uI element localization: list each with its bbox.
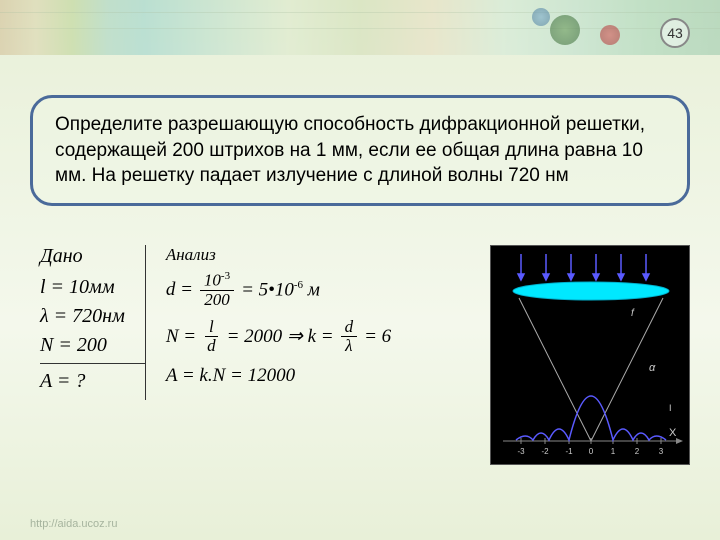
- eq-lhs: d =: [166, 279, 193, 301]
- decor-circle: [532, 8, 550, 26]
- svg-text:3: 3: [659, 447, 664, 456]
- svg-text:2: 2: [635, 447, 640, 456]
- incoming-rays: [518, 254, 649, 280]
- denominator: d: [203, 337, 220, 355]
- decor-circle: [600, 25, 620, 45]
- page-number-badge: 43: [660, 18, 690, 48]
- given-separator: [40, 363, 145, 364]
- given-lambda: λ = 720нм: [40, 305, 125, 328]
- eq-lhs: N =: [166, 326, 196, 348]
- diagram-label-alpha: α: [649, 362, 656, 374]
- fraction: l d: [203, 318, 220, 355]
- converging-rays: [519, 298, 663, 441]
- eq-rhs: = 6: [364, 326, 391, 348]
- given-question: A = ?: [40, 370, 125, 393]
- equation-a: A = k.N = 12000: [166, 365, 391, 387]
- fraction: 10-3 200: [200, 271, 234, 308]
- diffraction-diagram: f α X -3 -2 -1 0 1 2 3 I: [490, 245, 690, 465]
- problem-text: Определите разрешающую способность дифра…: [55, 112, 665, 189]
- svg-text:-1: -1: [565, 447, 573, 456]
- given-title: Дано: [40, 245, 125, 268]
- given-l: l = 10мм: [40, 276, 125, 299]
- solution-area: Дано l = 10мм λ = 720нм N = 200 A = ? Ан…: [40, 245, 391, 400]
- svg-text:0: 0: [589, 447, 594, 456]
- page-number: 43: [667, 25, 683, 41]
- analysis-title: Анализ: [166, 245, 391, 265]
- svg-text:1: 1: [611, 447, 616, 456]
- given-n: N = 200: [40, 334, 125, 357]
- given-column: Дано l = 10мм λ = 720нм N = 200 A = ?: [40, 245, 146, 400]
- diagram-label-f: f: [631, 308, 635, 319]
- diagram-label-i: I: [669, 403, 672, 413]
- diagram-svg: f α X -3 -2 -1 0 1 2 3 I: [491, 246, 691, 466]
- equation-n: N = l d = 2000 ⇒ k = d λ = 6: [166, 318, 391, 355]
- denominator: λ: [341, 337, 356, 355]
- footer-link: http://aida.ucoz.ru: [30, 518, 117, 530]
- problem-statement-box: Определите разрешающую способность дифра…: [30, 95, 690, 206]
- denominator: 200: [200, 291, 234, 309]
- lens-shape: [513, 282, 669, 300]
- numerator: 10-3: [200, 271, 234, 291]
- fraction: d λ: [341, 318, 358, 355]
- eq-rhs: = 5•10-6 м: [241, 279, 320, 301]
- svg-text:-3: -3: [517, 447, 525, 456]
- x-axis-arrow: [676, 438, 683, 444]
- decor-circle: [550, 15, 580, 45]
- eq-mid: = 2000 ⇒ k =: [227, 325, 334, 348]
- diagram-label-x: X: [669, 427, 677, 439]
- tick-labels: -3 -2 -1 0 1 2 3: [517, 447, 663, 456]
- numerator: l: [205, 318, 218, 337]
- analysis-column: Анализ d = 10-3 200 = 5•10-6 м N = l d =…: [146, 245, 391, 397]
- equation-d: d = 10-3 200 = 5•10-6 м: [166, 271, 391, 308]
- numerator: d: [341, 318, 358, 337]
- diffraction-curve: [516, 396, 666, 440]
- svg-text:-2: -2: [541, 447, 549, 456]
